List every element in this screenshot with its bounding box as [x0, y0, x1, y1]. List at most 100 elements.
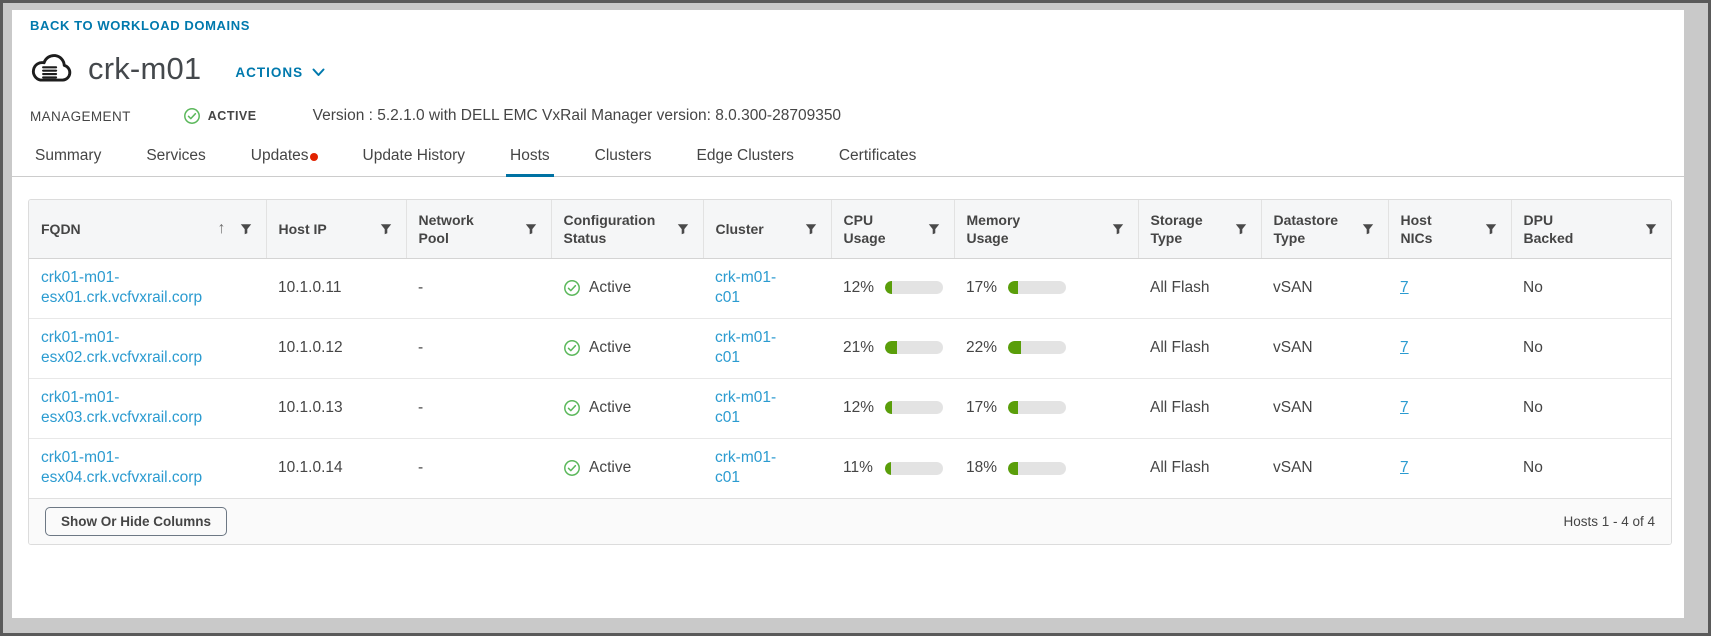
- cloud-domain-icon: [31, 54, 72, 82]
- fqdn-link[interactable]: crk01-m01-esx02.crk.vcfvxrail.corp: [41, 328, 203, 366]
- filter-icon[interactable]: [525, 223, 537, 235]
- table-row: crk01-m01-esx03.crk.vcfvxrail.corp 10.1.…: [29, 377, 1671, 438]
- cluster-link[interactable]: crk-m01-c01: [715, 448, 777, 487]
- column-header-datastore-type[interactable]: Datastore Type: [1260, 200, 1388, 259]
- cpu-usage-cell: 11%: [843, 458, 943, 478]
- fqdn-link[interactable]: crk01-m01-esx03.crk.vcfvxrail.corp: [41, 388, 203, 426]
- tab-updates-label: Updates: [250, 147, 309, 164]
- dpu-backed-cell: No: [1511, 437, 1671, 498]
- tab-updates[interactable]: Updates: [250, 141, 319, 176]
- hosts-table: FQDN ↑ Host IP Network Pool: [28, 199, 1672, 545]
- filter-icon[interactable]: [380, 223, 392, 235]
- filter-icon[interactable]: [805, 223, 817, 235]
- config-status-label: Active: [589, 338, 632, 356]
- column-header-dpu-backed[interactable]: DPU Backed: [1510, 200, 1671, 259]
- sort-ascending-icon[interactable]: ↑: [217, 219, 226, 237]
- column-header-configuration-status[interactable]: Configuration Status: [550, 200, 703, 259]
- host-ip-cell: 10.1.0.12: [266, 317, 406, 378]
- network-pool-cell: -: [406, 437, 551, 498]
- cpu-usage-cell: 12%: [843, 278, 943, 298]
- tab-update-history[interactable]: Update History: [362, 147, 466, 164]
- host-nics-link[interactable]: 7: [1400, 459, 1409, 477]
- column-label: Memory Usage: [966, 211, 1021, 246]
- dpu-backed-cell: No: [1523, 278, 1543, 296]
- memory-usage-value: 17%: [966, 398, 998, 416]
- cpu-usage-bar: [885, 281, 943, 295]
- column-header-host-ip[interactable]: Host IP: [265, 200, 406, 259]
- memory-usage-cell: 18%: [966, 458, 1126, 478]
- memory-usage-value: 17%: [966, 278, 998, 296]
- tab-certificates[interactable]: Certificates: [838, 147, 917, 164]
- filter-icon[interactable]: [1235, 223, 1247, 235]
- table-footer: Show Or Hide Columns Hosts 1 - 4 of 4: [29, 498, 1671, 544]
- column-header-cpu-usage[interactable]: CPU Usage: [830, 200, 954, 259]
- config-status-label: Active: [589, 459, 632, 477]
- actions-button[interactable]: ACTIONS: [229, 64, 331, 81]
- show-or-hide-columns-button[interactable]: Show Or Hide Columns: [45, 507, 228, 536]
- cpu-usage-value: 11%: [843, 459, 873, 477]
- tab-services[interactable]: Services: [146, 147, 206, 164]
- column-label: Storage Type: [1150, 211, 1203, 246]
- column-header-host-nics[interactable]: Host NICs: [1387, 200, 1511, 259]
- table-row: crk01-m01-esx02.crk.vcfvxrail.corp 10.1.…: [29, 317, 1671, 378]
- tab-edge-clusters[interactable]: Edge Clusters: [696, 147, 794, 164]
- cpu-usage-value: 12%: [843, 278, 875, 296]
- back-to-workload-domains-link[interactable]: BACK TO WORKLOAD DOMAINS: [30, 18, 250, 33]
- tab-summary[interactable]: Summary: [35, 147, 102, 164]
- column-header-network-pool[interactable]: Network Pool: [405, 200, 551, 259]
- check-circle-icon: [564, 340, 580, 356]
- cpu-usage-value: 12%: [843, 398, 875, 416]
- datastore-type-cell: vSAN: [1261, 377, 1388, 438]
- column-header-memory-usage[interactable]: Memory Usage: [953, 200, 1138, 259]
- check-circle-icon: [564, 460, 580, 477]
- dpu-backed-cell: No: [1511, 317, 1671, 378]
- tab-clusters[interactable]: Clusters: [594, 147, 652, 164]
- filter-icon[interactable]: [1112, 223, 1124, 235]
- dpu-backed-cell: No: [1511, 377, 1671, 438]
- version-text: Version : 5.2.1.0 with DELL EMC VxRail M…: [312, 107, 842, 124]
- filter-icon[interactable]: [240, 223, 252, 235]
- column-label: Network Pool: [418, 211, 474, 246]
- chevron-down-icon: [312, 68, 325, 76]
- cpu-usage-bar: [885, 461, 943, 475]
- column-header-fqdn[interactable]: FQDN ↑: [29, 200, 266, 259]
- filter-icon[interactable]: [1362, 223, 1374, 235]
- cluster-link[interactable]: crk-m01-c01: [715, 388, 777, 426]
- column-label: Host NICs: [1400, 211, 1433, 246]
- cluster-link[interactable]: crk-m01-c01: [715, 268, 777, 306]
- filter-icon[interactable]: [928, 223, 940, 235]
- host-ip-cell: 10.1.0.13: [266, 377, 406, 438]
- datastore-type-cell: vSAN: [1261, 317, 1388, 378]
- tab-hosts[interactable]: Hosts: [506, 141, 554, 177]
- network-pool-cell: -: [406, 317, 551, 378]
- column-header-storage-type[interactable]: Storage Type: [1137, 200, 1261, 259]
- status-badge: ACTIVE: [183, 107, 257, 125]
- host-nics-link[interactable]: 7: [1400, 278, 1409, 296]
- meta-row: MANAGEMENT ACTIVE Version : 5.2.1.0 with…: [30, 107, 1684, 125]
- fqdn-link[interactable]: crk01-m01-esx01.crk.vcfvxrail.corp: [41, 268, 203, 306]
- filter-icon[interactable]: [677, 223, 689, 235]
- host-nics-link[interactable]: 7: [1400, 338, 1409, 356]
- datastore-type-cell: vSAN: [1261, 437, 1388, 498]
- memory-usage-bar: [1008, 281, 1066, 295]
- filter-icon[interactable]: [1485, 223, 1497, 235]
- actions-label: ACTIONS: [235, 64, 304, 80]
- cluster-link[interactable]: crk-m01-c01: [715, 328, 777, 366]
- config-status-cell: Active: [563, 458, 691, 478]
- config-status-label: Active: [589, 398, 632, 416]
- column-label: Host IP: [278, 220, 327, 237]
- storage-type-cell: All Flash: [1150, 278, 1210, 296]
- column-label: FQDN: [41, 220, 81, 237]
- check-circle-icon: [183, 108, 200, 124]
- column-header-cluster[interactable]: Cluster: [702, 200, 831, 259]
- network-pool-cell: -: [406, 377, 551, 438]
- memory-usage-value: 18%: [966, 459, 998, 477]
- fqdn-link[interactable]: crk01-m01-esx04.crk.vcfvxrail.corp: [41, 448, 203, 487]
- domain-type-label: MANAGEMENT: [30, 108, 131, 124]
- memory-usage-value: 22%: [966, 338, 998, 356]
- host-nics-link[interactable]: 7: [1400, 398, 1409, 416]
- config-status-cell: Active: [563, 278, 691, 298]
- table-header-row: FQDN ↑ Host IP Network Pool: [29, 200, 1671, 259]
- filter-icon[interactable]: [1645, 223, 1657, 235]
- updates-alert-dot: [309, 153, 318, 161]
